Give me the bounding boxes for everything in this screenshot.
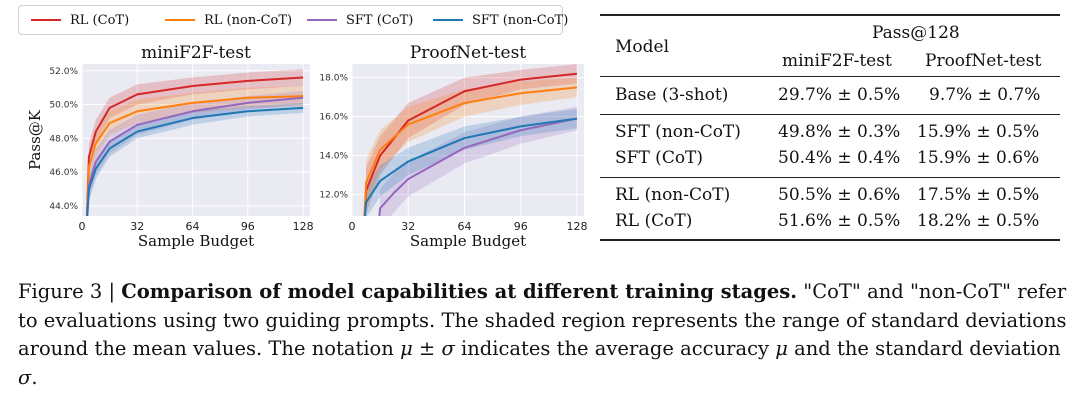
row-model: RL (CoT) bbox=[615, 211, 693, 231]
x-tick-label: 64 bbox=[186, 220, 200, 233]
x-tick-label: 96 bbox=[241, 220, 255, 233]
legend-label: RL (CoT) bbox=[70, 13, 130, 28]
series-line bbox=[363, 86, 578, 216]
plot-series-group bbox=[363, 64, 578, 216]
series-line bbox=[85, 95, 304, 216]
y-tick-label: 44.0% bbox=[49, 202, 78, 212]
std-band bbox=[88, 102, 304, 201]
y-tick-label: 50.0% bbox=[49, 101, 78, 111]
table-bottom-rule bbox=[600, 239, 1060, 241]
y-axis-label: Pass@K bbox=[26, 109, 44, 170]
x-tick-label: 128 bbox=[293, 220, 314, 233]
x-tick-label: 64 bbox=[457, 220, 471, 233]
y-tick-label: 12.0% bbox=[319, 191, 348, 201]
std-band bbox=[88, 91, 304, 201]
x-tick-label: 0 bbox=[79, 220, 86, 233]
legend-item-rl-cot: RL (CoT) bbox=[31, 12, 129, 30]
legend-item-sft-cot: SFT (CoT) bbox=[307, 12, 413, 30]
caption-sigma: σ bbox=[18, 365, 32, 389]
y-tick-label: 18.0% bbox=[319, 74, 348, 84]
legend-label: SFT (CoT) bbox=[346, 13, 414, 28]
std-band bbox=[366, 108, 577, 216]
row-model: SFT (non-CoT) bbox=[615, 122, 741, 142]
row-model: RL (non-CoT) bbox=[615, 185, 731, 205]
x-axis-label: Sample Budget bbox=[138, 232, 254, 250]
legend-swatch bbox=[433, 18, 463, 21]
row-minif2f: 29.7% ± 0.5% bbox=[778, 85, 901, 105]
std-band bbox=[380, 106, 577, 216]
panel-title: ProofNet-test bbox=[410, 43, 526, 63]
series-line bbox=[86, 106, 304, 216]
figure-caption: Figure 3 | Comparison of model capabilit… bbox=[18, 278, 1068, 392]
legend-label: RL (non-CoT) bbox=[204, 13, 293, 28]
series-line bbox=[378, 117, 578, 216]
table-group-rule bbox=[600, 114, 1060, 115]
y-tick-label: 46.0% bbox=[49, 168, 78, 178]
panel-title: miniF2F-test bbox=[141, 43, 251, 63]
chart-panel: 44.0% 46.0% 48.0% 50.0% 52.0% 0 32 64 96 128 miniF… bbox=[26, 43, 314, 250]
charts-area: 44.0% 46.0% 48.0% 50.0% 52.0% 0 32 64 96 128 miniF… bbox=[26, 43, 587, 250]
header-col-proofnet: ProofNet-test bbox=[925, 51, 1042, 71]
legend-swatch bbox=[31, 18, 61, 21]
row-proofnet: 18.2% ± 0.5% bbox=[917, 211, 1040, 231]
x-axis-label: Sample Budget bbox=[410, 232, 526, 250]
x-tick-label: 128 bbox=[566, 220, 587, 233]
caption-text: "CoT" and "non-CoT" refer to evaluations… bbox=[18, 280, 1067, 360]
legend-label: SFT (non-CoT) bbox=[472, 13, 569, 28]
legend-item-rl-noncot: RL (non-CoT) bbox=[165, 12, 292, 30]
header-col-minif2f: miniF2F-test bbox=[782, 51, 892, 71]
row-minif2f: 50.4% ± 0.4% bbox=[778, 148, 901, 168]
caption-text: and the standard deviation bbox=[787, 337, 1061, 360]
std-band bbox=[366, 64, 577, 215]
y-tick-label: 48.0% bbox=[49, 134, 78, 144]
x-tick-label: 32 bbox=[401, 220, 415, 233]
caption-prefix: Figure 3 | bbox=[18, 280, 122, 303]
chart-legend: RL (CoT) RL (non-CoT) SFT (CoT) SFT (non… bbox=[18, 5, 568, 35]
plot-series-group bbox=[85, 69, 304, 216]
caption-bold-title: Comparison of model capabilities at diff… bbox=[121, 280, 798, 303]
row-proofnet: 15.9% ± 0.6% bbox=[917, 148, 1040, 168]
row-model: SFT (CoT) bbox=[615, 148, 704, 168]
row-minif2f: 49.8% ± 0.3% bbox=[778, 122, 901, 142]
table-top-rule bbox=[600, 14, 1060, 16]
header-model: Model bbox=[615, 37, 670, 57]
x-tick-label: 0 bbox=[349, 220, 356, 233]
results-table: Model Pass@128 miniF2F-test ProofNet-tes… bbox=[600, 14, 1060, 241]
y-tick-label: 52.0% bbox=[49, 67, 78, 77]
std-band bbox=[366, 77, 577, 207]
series-line bbox=[363, 117, 578, 216]
legend-item-sft-noncot: SFT (non-CoT) bbox=[433, 12, 568, 30]
row-model: Base (3-shot) bbox=[615, 85, 729, 105]
y-tick-label: 16.0% bbox=[319, 113, 348, 123]
row-proofnet: 15.9% ± 0.5% bbox=[917, 122, 1040, 142]
table-header-rule bbox=[600, 76, 1060, 77]
row-minif2f: 51.6% ± 0.5% bbox=[778, 211, 901, 231]
table-group-rule bbox=[600, 177, 1060, 178]
caption-notation: μ ± σ bbox=[400, 337, 455, 360]
row-minif2f: 50.5% ± 0.6% bbox=[778, 185, 901, 205]
legend-swatch bbox=[165, 18, 195, 21]
row-proofnet: 9.7% ± 0.7% bbox=[929, 85, 1041, 105]
x-tick-label: 96 bbox=[514, 220, 528, 233]
header-group: Pass@128 bbox=[872, 23, 960, 43]
caption-mu: μ bbox=[775, 337, 788, 360]
row-proofnet: 17.5% ± 0.5% bbox=[917, 185, 1040, 205]
series-line bbox=[86, 96, 304, 216]
x-tick-label: 32 bbox=[130, 220, 144, 233]
plot-background bbox=[82, 64, 310, 216]
legend-swatch bbox=[307, 18, 337, 21]
chart-panel: 12.0% 14.0% 16.0% 18.0% 0 32 64 96 128 ProofNet-t… bbox=[319, 43, 587, 250]
caption-text: . bbox=[31, 365, 38, 389]
caption-text: indicates the average accuracy bbox=[454, 337, 776, 360]
series-line bbox=[85, 76, 304, 216]
y-tick-label: 14.0% bbox=[319, 152, 348, 162]
